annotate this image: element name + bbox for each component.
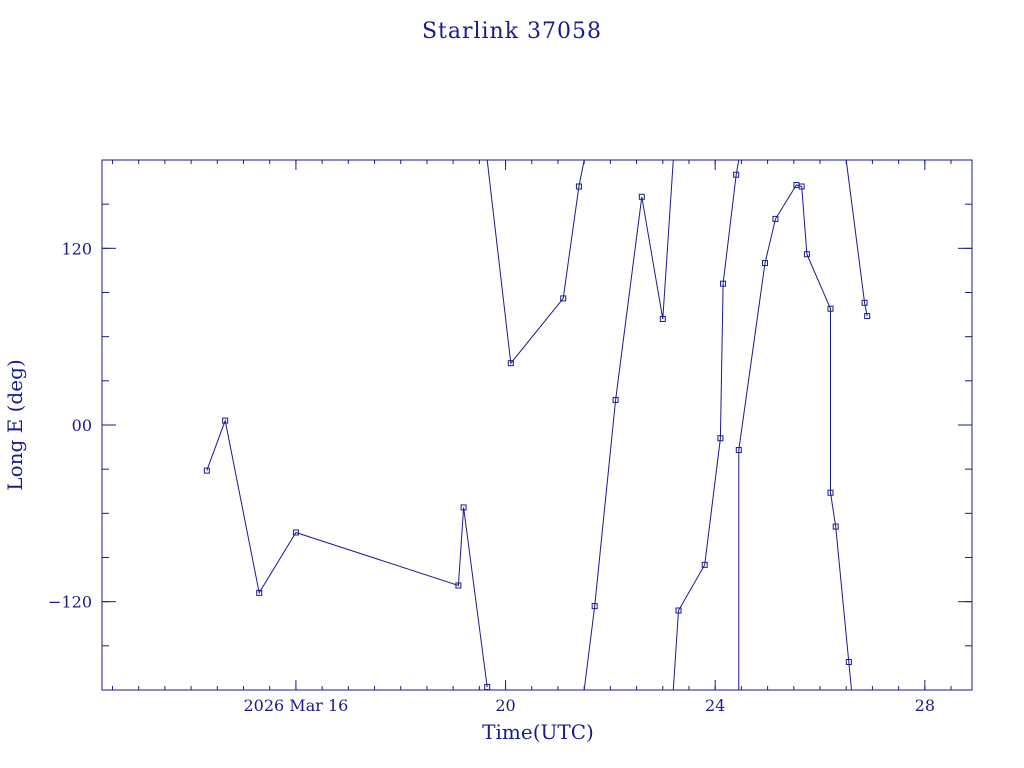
y-tick-label: −120 <box>48 593 92 612</box>
data-point-marker <box>638 193 645 200</box>
series-line <box>672 159 740 691</box>
data-point-marker <box>827 489 834 496</box>
data-point-marker <box>733 171 740 178</box>
data-point-marker <box>612 396 619 403</box>
axis-ticks <box>102 159 972 691</box>
data-point-marker <box>675 607 682 614</box>
data-point-marker <box>827 305 834 312</box>
y-axis-label: Long E (deg) <box>3 359 27 490</box>
data-point-marker <box>575 183 582 190</box>
series-line <box>845 159 868 317</box>
data-point-marker <box>735 447 742 454</box>
y-tick-label: 120 <box>61 239 92 258</box>
data-point-marker <box>864 313 871 320</box>
data-point-marker <box>659 316 666 322</box>
y-tick-label: 00 <box>72 416 92 435</box>
data-point-marker <box>803 251 810 258</box>
series-line <box>486 159 585 365</box>
tick-labels: 2026 Mar 16 20 24 28 120 00 −120 <box>48 239 935 715</box>
data-point-marker <box>798 183 805 190</box>
data-point-marker <box>772 215 779 222</box>
series-line <box>583 159 674 691</box>
x-tick-label: 28 <box>915 696 935 715</box>
series-line <box>206 418 488 688</box>
data-point-marker <box>460 504 467 511</box>
chart-title: Starlink 37058 <box>422 19 602 44</box>
plot-frame <box>101 159 973 691</box>
data-point-marker <box>591 603 598 610</box>
data-point-marker <box>861 299 868 306</box>
data-point-marker <box>203 467 210 474</box>
data-point-marker <box>832 523 839 530</box>
series-line <box>738 184 852 691</box>
data-point-marker <box>292 529 299 536</box>
data-point-marker <box>455 582 462 589</box>
data-point-marker <box>507 360 514 367</box>
plot-area <box>203 159 871 691</box>
data-point-marker <box>720 280 727 287</box>
data-point-marker <box>256 589 263 596</box>
data-point-marker <box>701 561 708 568</box>
data-point-marker <box>484 684 491 691</box>
x-tick-label: 2026 Mar 16 <box>244 696 349 715</box>
data-point-marker <box>717 435 724 442</box>
x-tick-label: 20 <box>495 696 515 715</box>
plot-border <box>101 159 973 691</box>
data-point-marker <box>845 659 852 666</box>
x-tick-label: 24 <box>705 696 725 715</box>
x-axis-label: Time(UTC) <box>482 720 594 744</box>
data-point-marker <box>560 295 567 302</box>
data-point-marker <box>761 260 768 267</box>
data-point-marker <box>222 417 229 424</box>
